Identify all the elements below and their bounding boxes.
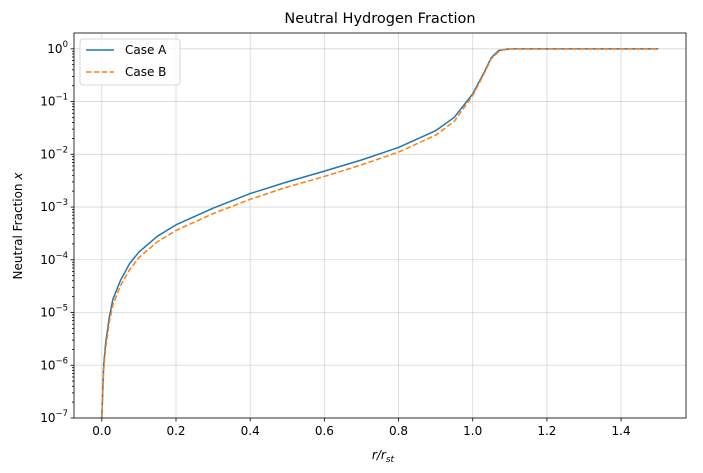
x-tick-label: 0.2 [166, 424, 185, 438]
y-tick-label-base: 10 [40, 306, 55, 320]
y-tick-label: 10−6 [40, 356, 68, 372]
legend-label-case-a: Case A [125, 43, 167, 57]
chart-title: Neutral Hydrogen Fraction [284, 11, 475, 27]
y-tick-label-exponent: −1 [55, 93, 68, 103]
x-axis-label-main: r/r [372, 448, 387, 462]
y-tick-label-exponent: −2 [55, 145, 68, 155]
y-tick-label-exponent: −3 [55, 198, 68, 208]
y-tick-label-base: 10 [40, 95, 55, 109]
series-lines [101, 48, 659, 419]
y-tick-label-exponent: 0 [63, 40, 68, 50]
y-tick-label: 10−2 [40, 145, 68, 161]
x-axis-label: r/rst [372, 448, 395, 465]
y-tick-label-base: 10 [40, 147, 55, 161]
y-tick-label-exponent: −7 [55, 409, 68, 419]
x-tick-label: 1.0 [463, 424, 482, 438]
y-tick-label: 10−5 [40, 304, 68, 320]
y-tick-label: 10−7 [40, 409, 68, 425]
x-axis-label-subscript: st [386, 455, 395, 465]
y-tick-label-base: 10 [40, 358, 55, 372]
y-tick-label-base: 10 [47, 42, 62, 56]
legend-label-case-b: Case B [125, 65, 166, 79]
y-tick-label-exponent: −5 [55, 304, 68, 314]
y-axis-label-variable: x [11, 172, 25, 181]
y-tick-label: 100 [47, 40, 68, 56]
y-tick-label: 10−1 [40, 93, 68, 109]
y-tick-label: 10−3 [40, 198, 68, 214]
x-tick-label: 0.0 [92, 424, 111, 438]
plot-frame [73, 32, 687, 419]
legend: Case A Case B [79, 38, 181, 86]
x-tick-label: 0.6 [315, 424, 334, 438]
y-tick-label-base: 10 [40, 253, 55, 267]
x-axis-ticks: 0.0 0.2 0.4 0.6 0.8 1.0 1.2 1.4 [92, 418, 631, 438]
x-tick-label: 0.8 [389, 424, 408, 438]
y-tick-label-base: 10 [40, 411, 55, 425]
x-tick-label: 1.2 [537, 424, 556, 438]
y-tick-label-exponent: −4 [55, 251, 68, 261]
x-tick-label: 0.4 [241, 424, 260, 438]
y-axis-label: Neutral Fraction x [11, 172, 25, 280]
y-axis-label-main: Neutral Fraction [11, 180, 25, 280]
y-tick-label: 10−4 [40, 251, 68, 267]
x-tick-label: 1.4 [612, 424, 631, 438]
series-line-case-b [101, 48, 659, 419]
y-tick-label-base: 10 [40, 200, 55, 214]
plot-area [74, 33, 686, 418]
y-tick-label-exponent: −6 [55, 356, 68, 366]
